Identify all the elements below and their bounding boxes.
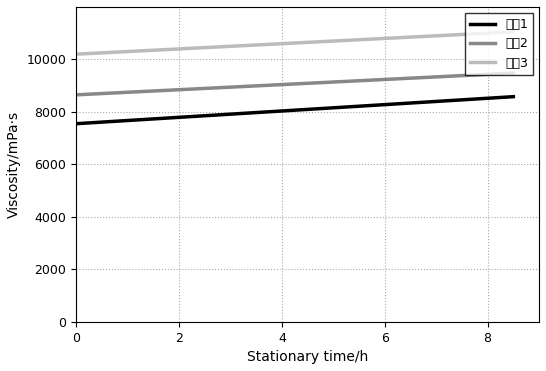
X-axis label: Stationary time/h: Stationary time/h — [247, 350, 368, 364]
Legend: 方案1, 方案2, 方案3: 方案1, 方案2, 方案3 — [465, 13, 533, 75]
Y-axis label: Viscosity/mPa·s: Viscosity/mPa·s — [7, 111, 21, 218]
